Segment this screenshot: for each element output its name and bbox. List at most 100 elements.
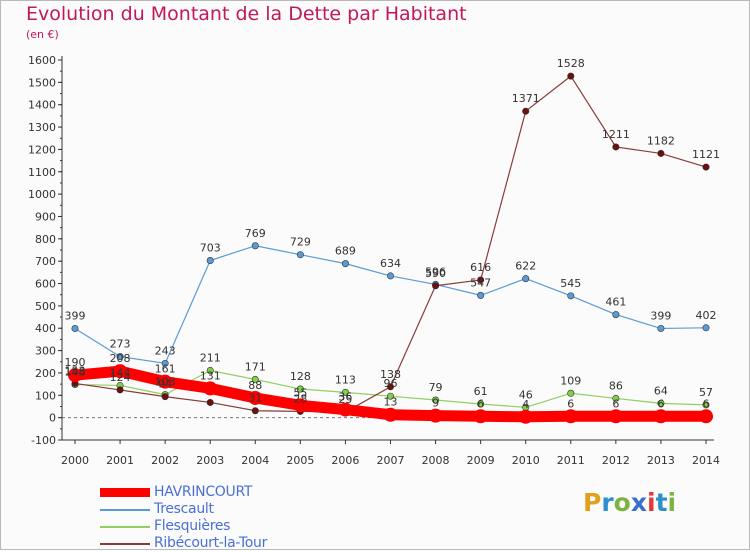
chart-subtitle: (en €) [26, 28, 59, 41]
data-point [657, 324, 665, 332]
data-label: 634 [380, 257, 401, 270]
data-label: 131 [200, 369, 221, 382]
data-point [338, 402, 353, 417]
x-tick-label: 2012 [602, 454, 630, 467]
data-label: 1528 [557, 57, 585, 70]
data-label: 703 [200, 242, 221, 255]
data-point [432, 282, 440, 290]
data-point [113, 364, 128, 379]
x-tick-label: 2013 [647, 454, 675, 467]
legend-swatch [100, 526, 150, 528]
y-tick-label: 1500 [28, 76, 56, 89]
data-point [522, 275, 530, 283]
data-point [203, 381, 218, 396]
data-point [296, 251, 304, 259]
y-tick-label: 0 [49, 412, 56, 425]
data-point [432, 396, 440, 404]
data-point [293, 398, 308, 413]
data-label: 399 [65, 309, 86, 322]
data-label: 124 [110, 371, 131, 384]
x-tick-label: 2000 [61, 454, 89, 467]
data-point [563, 409, 578, 424]
data-label: 161 [155, 363, 176, 376]
data-point [206, 366, 214, 374]
data-point [161, 393, 169, 401]
data-label: 596 [425, 265, 446, 278]
data-point [386, 392, 394, 400]
data-label: 31 [248, 392, 262, 405]
data-label: 1182 [647, 134, 675, 147]
data-point [699, 409, 713, 424]
data-label: 616 [470, 261, 491, 274]
legend-swatch [100, 488, 150, 497]
legend-swatch [100, 509, 150, 511]
data-point [251, 242, 259, 250]
data-point [68, 368, 82, 383]
logo-letter: i [647, 488, 656, 517]
data-label: 138 [380, 368, 401, 381]
x-tick-label: 2002 [151, 454, 179, 467]
data-label: 13 [384, 396, 398, 409]
data-label: 28 [293, 392, 307, 405]
data-label: 88 [248, 379, 262, 392]
data-point [612, 394, 620, 402]
data-label: 103 [155, 376, 176, 389]
legend-label: Ribécourt-la-Tour [154, 535, 268, 551]
data-label: 190 [65, 356, 86, 369]
data-point [161, 359, 169, 367]
data-point [71, 324, 79, 332]
data-label: 6 [612, 397, 619, 410]
data-point [657, 149, 665, 157]
y-tick-label: 900 [35, 210, 56, 223]
data-point [341, 388, 349, 396]
data-label: 689 [335, 245, 356, 258]
data-label: 86 [609, 379, 623, 392]
data-point [702, 163, 710, 171]
y-tick-label: 300 [35, 345, 56, 358]
y-tick-label: 700 [35, 255, 56, 268]
data-point [567, 389, 575, 397]
data-label: 25 [338, 393, 352, 406]
data-label: 1121 [692, 148, 720, 161]
data-point [116, 353, 124, 361]
data-label: 153 [65, 364, 86, 377]
data-label: 622 [515, 260, 536, 273]
proxiti-logo: Proxiti [583, 488, 676, 517]
x-tick-label: 2007 [377, 454, 405, 467]
data-point [567, 72, 575, 80]
data-point [477, 291, 485, 299]
data-label: 79 [429, 381, 443, 394]
x-tick-label: 2005 [286, 454, 314, 467]
data-point [477, 400, 485, 408]
y-tick-label: 1100 [28, 166, 56, 179]
logo-letter: r [601, 488, 614, 517]
y-tick-label: 600 [35, 278, 56, 291]
data-point [386, 383, 394, 391]
data-point [248, 390, 263, 405]
data-label: 94 [158, 378, 172, 391]
data-point [206, 257, 214, 265]
data-point [251, 375, 259, 383]
data-label: 729 [290, 236, 311, 249]
data-point [477, 276, 485, 284]
data-label: 545 [560, 277, 581, 290]
data-label: 113 [335, 373, 356, 386]
data-label: 61 [474, 385, 488, 398]
logo-letter: x [630, 488, 647, 517]
x-tick-label: 2003 [196, 454, 224, 467]
data-point [522, 107, 530, 115]
x-tick-label: 2006 [331, 454, 359, 467]
data-label: 55 [293, 386, 307, 399]
x-tick-label: 2009 [467, 454, 495, 467]
data-label: 6 [477, 397, 484, 410]
data-point [518, 409, 533, 424]
data-point [608, 409, 623, 424]
data-label: 9 [432, 397, 439, 410]
data-point [428, 408, 443, 423]
legend-label: HAVRINCOURT [154, 484, 253, 500]
data-point [251, 407, 259, 415]
data-label: 461 [605, 296, 626, 309]
y-tick-label: 100 [35, 389, 56, 402]
data-point [341, 260, 349, 268]
